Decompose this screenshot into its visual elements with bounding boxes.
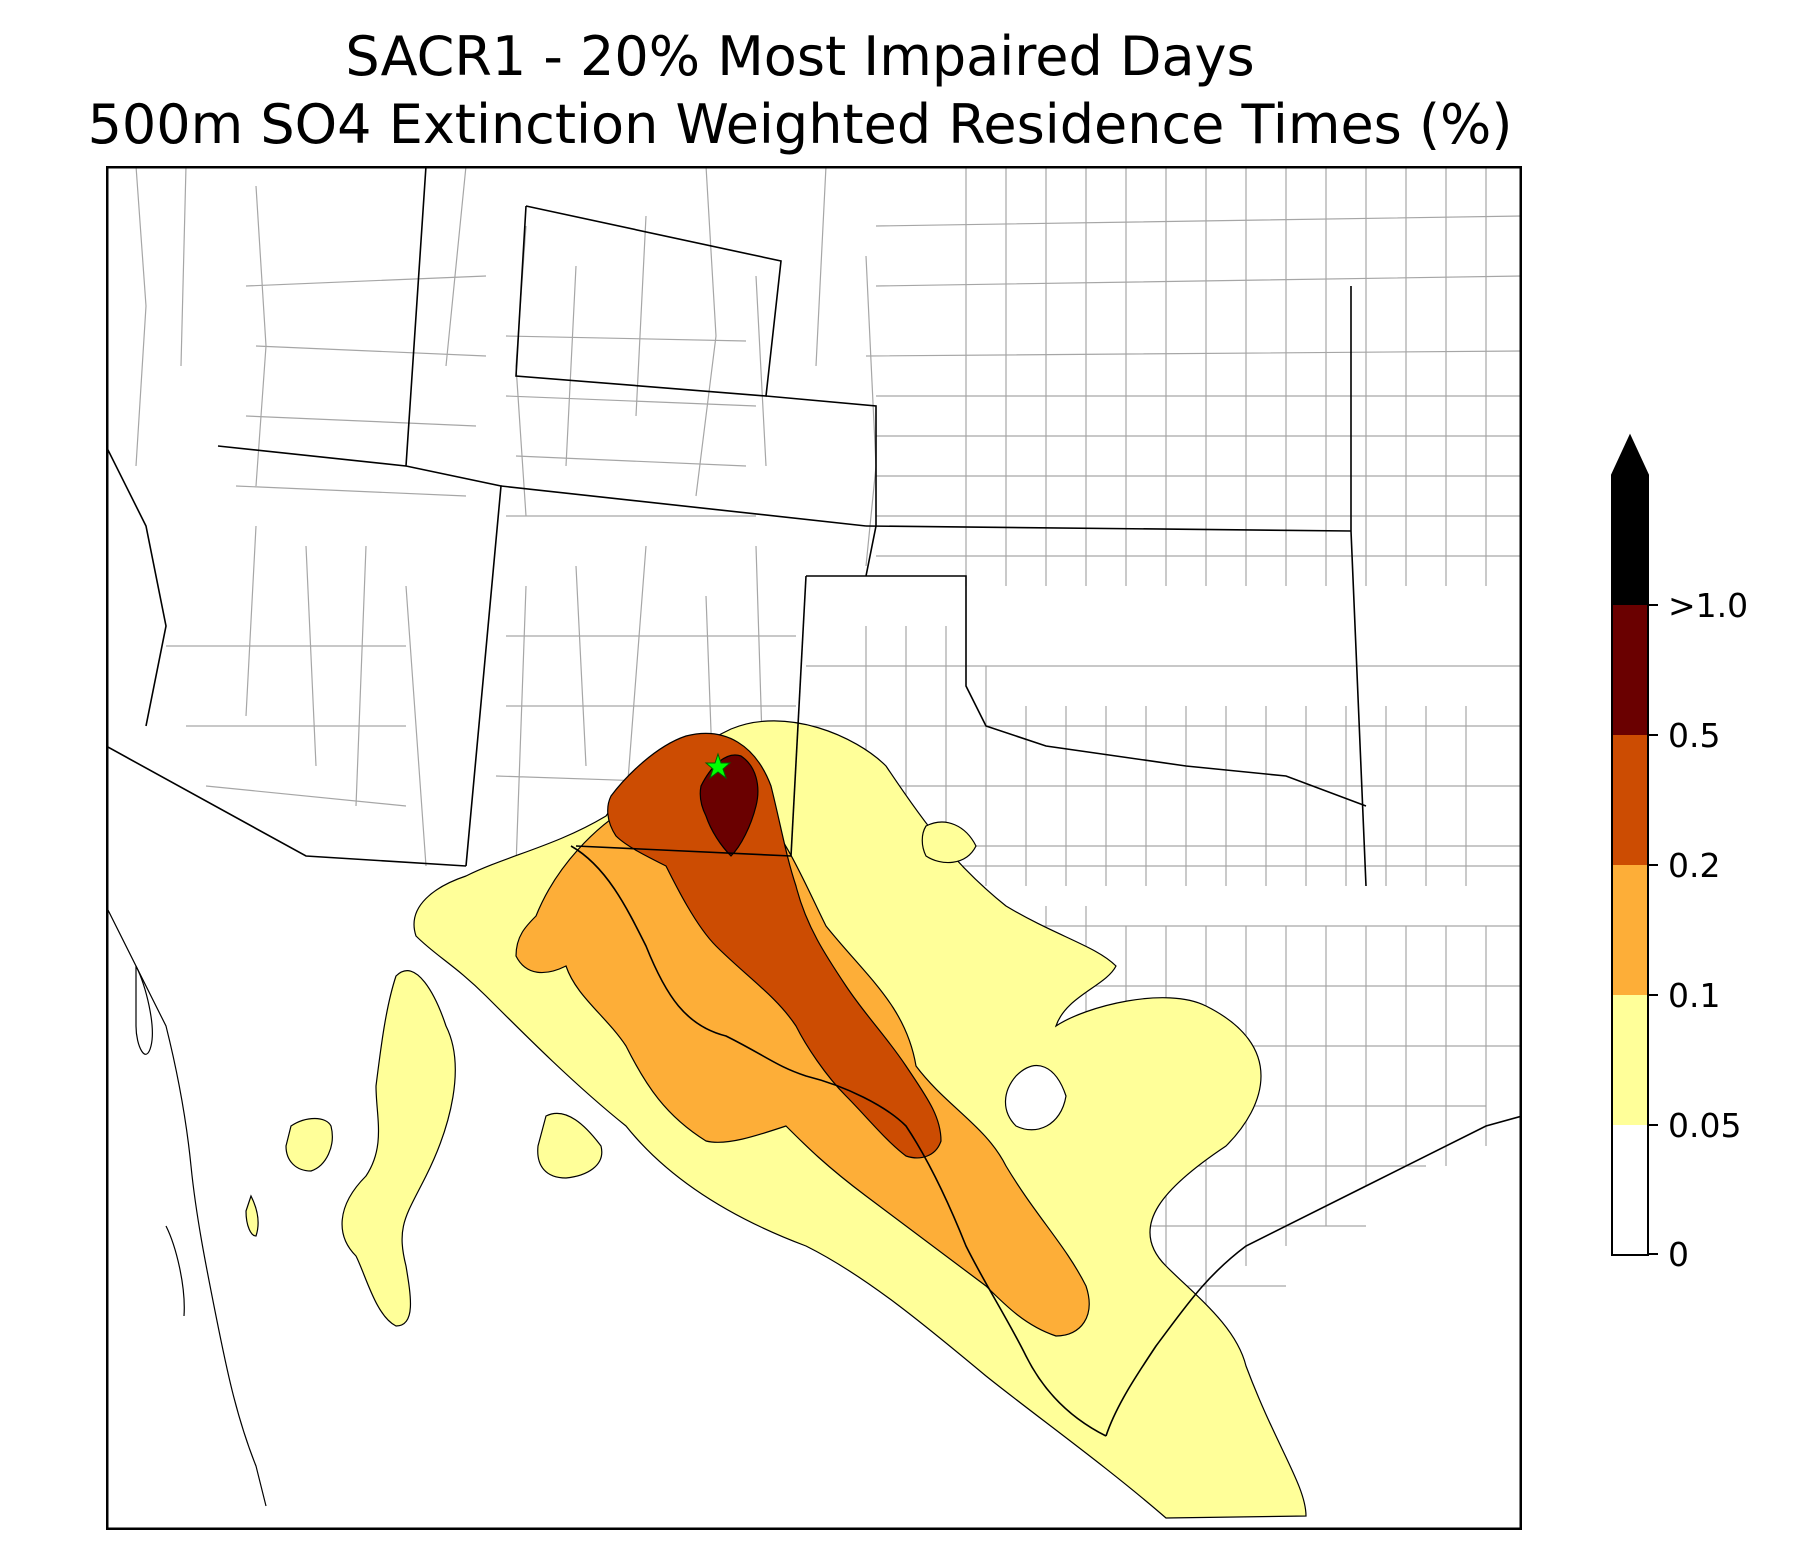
colorbar-segment-005: [1612, 995, 1648, 1125]
colorbar-tick-label: 0.2: [1668, 846, 1720, 885]
star-icon: [704, 752, 732, 780]
chart-title-line-1: SACR1 - 20% Most Impaired Days: [345, 25, 1255, 88]
contour-band-05: [699, 754, 759, 857]
contour-band-005-blob-b: [245, 1194, 259, 1237]
contour-hole: [1004, 1065, 1067, 1131]
colorbar-segment-05: [1612, 605, 1648, 735]
colorbar-segment-black: [1612, 475, 1648, 605]
colorbar-tick-label: 0.1: [1668, 976, 1720, 1015]
colorbar-segment-0: [1612, 1125, 1648, 1255]
colorbar-extend-arrow: [1612, 436, 1648, 475]
colorbar-tick-label: >1.0: [1668, 586, 1748, 625]
contour-band-005-west: [341, 970, 456, 1327]
contour-band-005-blob-d: [921, 821, 977, 864]
colorbar-tick-label: 0.5: [1668, 716, 1720, 755]
coastline: [106, 905, 267, 1507]
residence-time-map: [106, 166, 1522, 1530]
colorbar: >1.0 0.5 0.2 0.1 0.05 0: [1611, 433, 1748, 1270]
colorbar-segment-01: [1612, 865, 1648, 995]
contour-band-005-blob-a: [285, 1117, 333, 1172]
colorbar-tick-label: 0.05: [1668, 1106, 1741, 1145]
chart-title-line-2: 500m SO4 Extinction Weighted Residence T…: [87, 93, 1513, 156]
state-boundaries: [106, 166, 1367, 887]
colorbar-tick-label: 0: [1668, 1235, 1689, 1270]
contour-band-02: [607, 732, 942, 1159]
contour-band-005-blob-c: [537, 1112, 603, 1179]
map-frame: [106, 166, 1522, 1530]
colorbar-segment-02: [1612, 735, 1648, 865]
international-border: [570, 845, 1522, 1437]
residence-time-contours: [245, 720, 1307, 1519]
colorbar-outline: [1611, 433, 1649, 1256]
